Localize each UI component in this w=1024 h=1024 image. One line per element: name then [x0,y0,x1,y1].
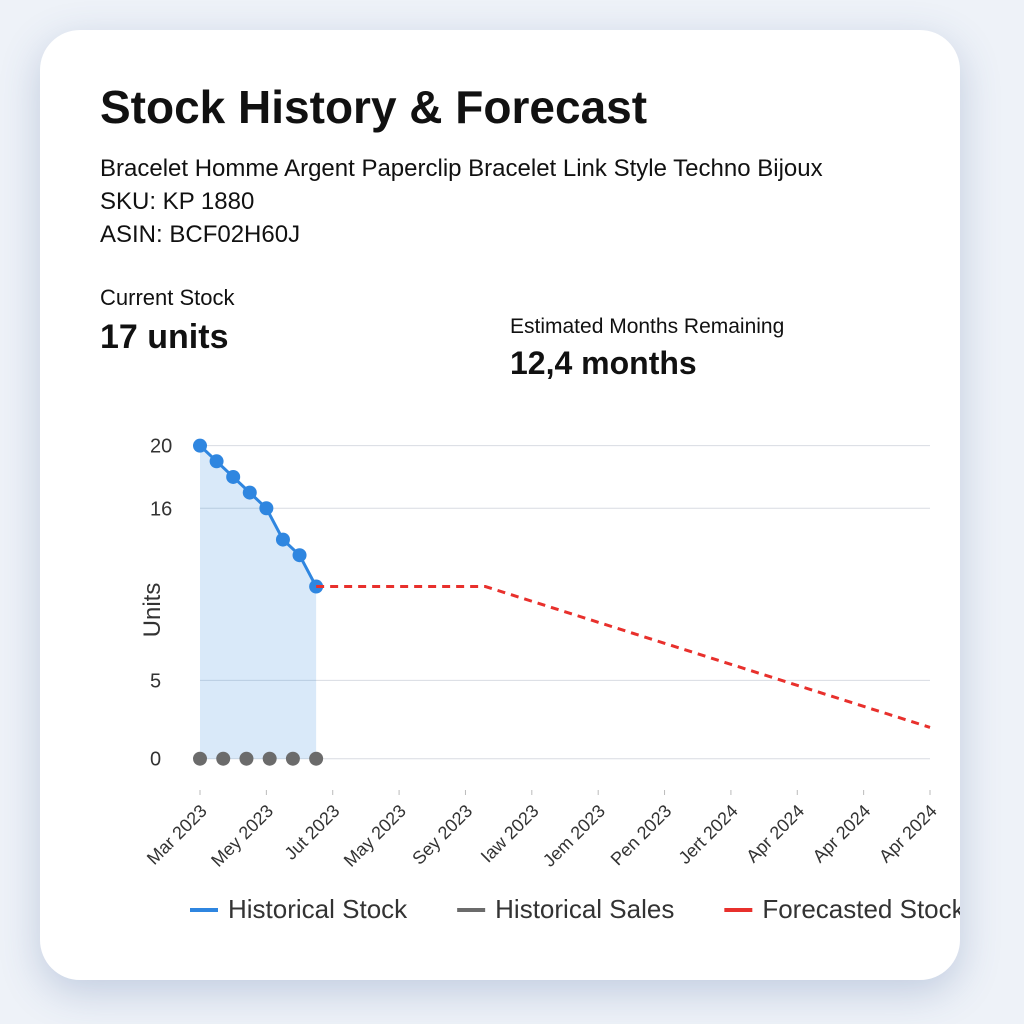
sku: SKU: KP 1880 [100,188,255,215]
months-value: 12,4 months [510,345,697,381]
x-tick-label: Apr 2024 [809,801,875,867]
card: Stock History & Forecast Bracelet Homme … [40,30,960,980]
marker [262,751,277,766]
x-tick-label: Apr 2024 [742,801,808,867]
marker [193,751,207,766]
months-label: Estimated Months Remaining [510,315,785,338]
area [200,445,317,759]
x-tick-label: Jut 2023 [281,801,344,864]
marker [239,751,254,766]
legend-label: Historical Stock [228,894,408,924]
product: Bracelet Homme Argent Paperclip Bracelet… [100,155,823,182]
marker [242,485,257,500]
marker [275,532,290,547]
marker [285,751,300,766]
x-tick-label: Mar 2023 [143,801,211,869]
marker [292,548,307,563]
x-tick-label: Sey 2023 [408,801,476,869]
x-tick-label: Pen 2023 [607,801,676,870]
y-tick-label: 5 [150,670,161,692]
marker [209,454,224,469]
series-line [316,585,931,729]
x-tick-label: Jem 2023 [539,801,609,871]
y-tick-label: 16 [150,498,172,520]
asin: ASIN: BCF02H60J [100,221,301,248]
x-tick-label: Mey 2023 [207,801,277,871]
x-tick-label: Iaw 2023 [477,801,543,867]
y-axis-label: Units [139,583,166,638]
stock-value: 17 units [100,318,229,356]
marker [226,469,241,484]
stock-label: Current Stock [100,285,235,310]
title: Stock History & Forecast [100,81,648,133]
marker [259,501,274,516]
y-tick-label: 20 [150,436,172,458]
y-tick-label: 0 [150,749,161,771]
marker [216,751,231,766]
marker [193,438,207,453]
legend-label: Forecasted Stock [762,894,960,924]
x-tick-label: Jert 2024 [675,801,742,868]
marker [309,751,324,766]
x-tick-label: Apr 2024 [875,801,941,867]
x-tick-label: May 2023 [340,801,410,871]
legend-label: Historical Sales [495,894,674,924]
